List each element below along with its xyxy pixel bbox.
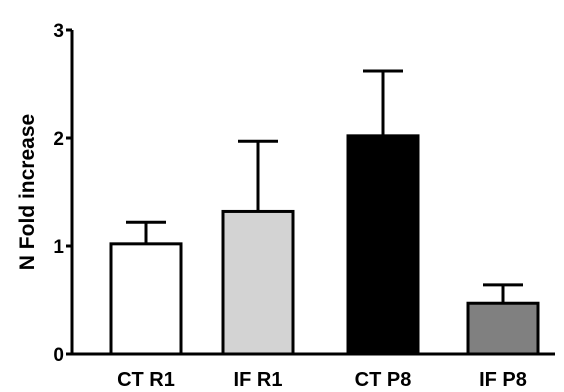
x-labels-group: CT R1 IF R1 CT P8 IF P8 [117, 369, 527, 391]
x-category-label: IF P8 [479, 369, 527, 391]
bar-ct-p8 [346, 134, 420, 356]
y-tick-label: 1 [53, 237, 64, 258]
y-tick-label: 2 [53, 129, 64, 150]
x-category-label: CT P8 [355, 369, 412, 391]
y-axis-title: N Fold increase [16, 114, 39, 270]
bar-if-r1 [221, 209, 295, 356]
bars-group [109, 134, 540, 356]
error-bars-group [126, 69, 523, 304]
bar-ct-r1 [109, 242, 183, 356]
x-category-label: IF R1 [234, 369, 283, 391]
y-ticks-group: 0 1 2 3 [53, 21, 72, 366]
bar-if-p8 [466, 301, 540, 356]
y-tick-label: 3 [53, 21, 64, 42]
x-category-label: CT R1 [117, 369, 175, 391]
y-tick-label: 0 [53, 345, 64, 366]
